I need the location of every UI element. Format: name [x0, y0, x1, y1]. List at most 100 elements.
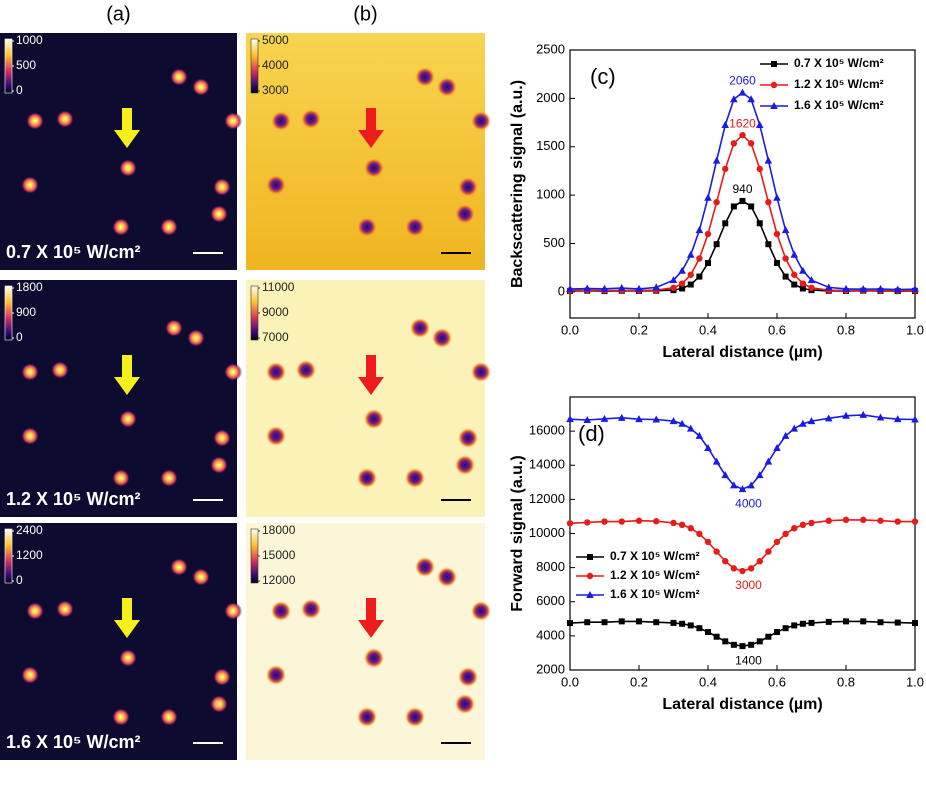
marker: [799, 285, 806, 292]
particle: [437, 77, 457, 97]
marker: [635, 415, 643, 423]
marker: [618, 518, 625, 525]
particle: [56, 110, 74, 128]
particle: [119, 159, 137, 177]
colorbar: [250, 285, 259, 341]
image-panel: 18000 15000 12000: [246, 523, 491, 760]
marker: [617, 284, 626, 292]
marker: [911, 285, 919, 293]
y-tick-label: 2500: [536, 41, 565, 56]
particle: [192, 568, 210, 586]
marker: [842, 411, 850, 419]
particle: [405, 217, 425, 237]
particle: [224, 363, 242, 381]
marker: [747, 481, 755, 489]
marker: [670, 519, 677, 527]
plot-frame: [569, 396, 916, 671]
marker: [739, 197, 746, 204]
marker: [696, 273, 703, 280]
x-tick-label: 0.6: [768, 674, 786, 689]
colorbar-tick-label: 5000: [262, 33, 289, 47]
marker: [876, 413, 885, 421]
particle: [210, 205, 228, 223]
marker: [722, 165, 729, 173]
marker: [842, 284, 850, 292]
marker: [721, 120, 730, 128]
particle: [471, 601, 491, 621]
marker: [782, 255, 789, 262]
marker: [696, 530, 703, 538]
marker: [704, 538, 712, 546]
particle: [51, 361, 69, 379]
particle: [170, 558, 188, 576]
marker: [771, 61, 777, 67]
series-line: [569, 620, 916, 647]
particle: [458, 667, 478, 687]
marker: [586, 572, 594, 580]
series-line: [569, 199, 916, 292]
marker: [774, 260, 780, 267]
marker: [687, 525, 694, 532]
marker: [730, 203, 737, 210]
x-tick-label: 0.2: [630, 674, 648, 689]
marker: [686, 250, 695, 258]
marker: [876, 284, 885, 292]
marker: [730, 140, 738, 147]
marker: [730, 95, 738, 103]
colorbar-tick-label: 0: [16, 83, 23, 97]
marker: [799, 266, 807, 274]
marker: [756, 165, 763, 173]
y-tick-label: 4000: [536, 627, 565, 642]
colorbar-tick-label: 3000: [262, 83, 289, 97]
particle: [455, 204, 475, 224]
particle: [437, 567, 457, 587]
particle: [165, 319, 183, 337]
marker: [781, 226, 790, 234]
marker: [773, 193, 781, 201]
intensity-label: 1.6 X 10⁵ W/cm²: [6, 732, 141, 752]
marker: [842, 516, 850, 524]
y-tick-label: 1500: [536, 138, 565, 153]
particle: [471, 362, 491, 382]
marker: [747, 140, 755, 147]
marker: [670, 619, 677, 626]
marker: [791, 622, 798, 629]
y-tick-label: 6000: [536, 593, 565, 608]
particle: [405, 707, 425, 727]
colorbar-tick-label: 2400: [16, 523, 43, 537]
y-tick-label: 2000: [536, 661, 565, 676]
particle: [266, 426, 286, 446]
particle: [119, 649, 137, 667]
marker: [653, 619, 660, 626]
image-panel: 5000 4000 3000: [246, 33, 491, 270]
particle: [26, 602, 44, 620]
y-tick-label: 10000: [529, 525, 565, 540]
marker: [679, 285, 686, 292]
marker: [756, 638, 763, 645]
y-axis-label: Forward signal (a.u.): [509, 455, 526, 611]
particle: [296, 360, 316, 380]
marker: [799, 419, 807, 427]
y-tick-label: 8000: [536, 559, 565, 574]
marker: [765, 548, 772, 555]
chart-label: (d): [578, 421, 605, 446]
particle: [112, 708, 130, 726]
marker: [600, 414, 609, 422]
y-tick-label: 14000: [529, 457, 565, 472]
marker: [790, 424, 799, 432]
intensity-label: 0.7 X 10⁵ W/cm²: [6, 242, 141, 262]
marker: [583, 284, 592, 292]
marker: [705, 629, 711, 636]
intensity-label: 1.2 X 10⁵ W/cm²: [6, 489, 141, 509]
legend-label: 0.7 X 10⁵ W/cm²: [794, 56, 884, 70]
particle: [266, 665, 286, 685]
marker: [825, 618, 832, 625]
particle: [187, 329, 205, 347]
annotation: 3000: [735, 578, 762, 592]
image-panel: 1800 900 0 1.2 X 10⁵ W/cm²: [0, 280, 242, 517]
marker: [756, 557, 763, 565]
marker: [773, 538, 781, 546]
particle: [213, 178, 231, 196]
colorbar-tick-label: 9000: [262, 305, 289, 319]
particle: [301, 109, 321, 129]
